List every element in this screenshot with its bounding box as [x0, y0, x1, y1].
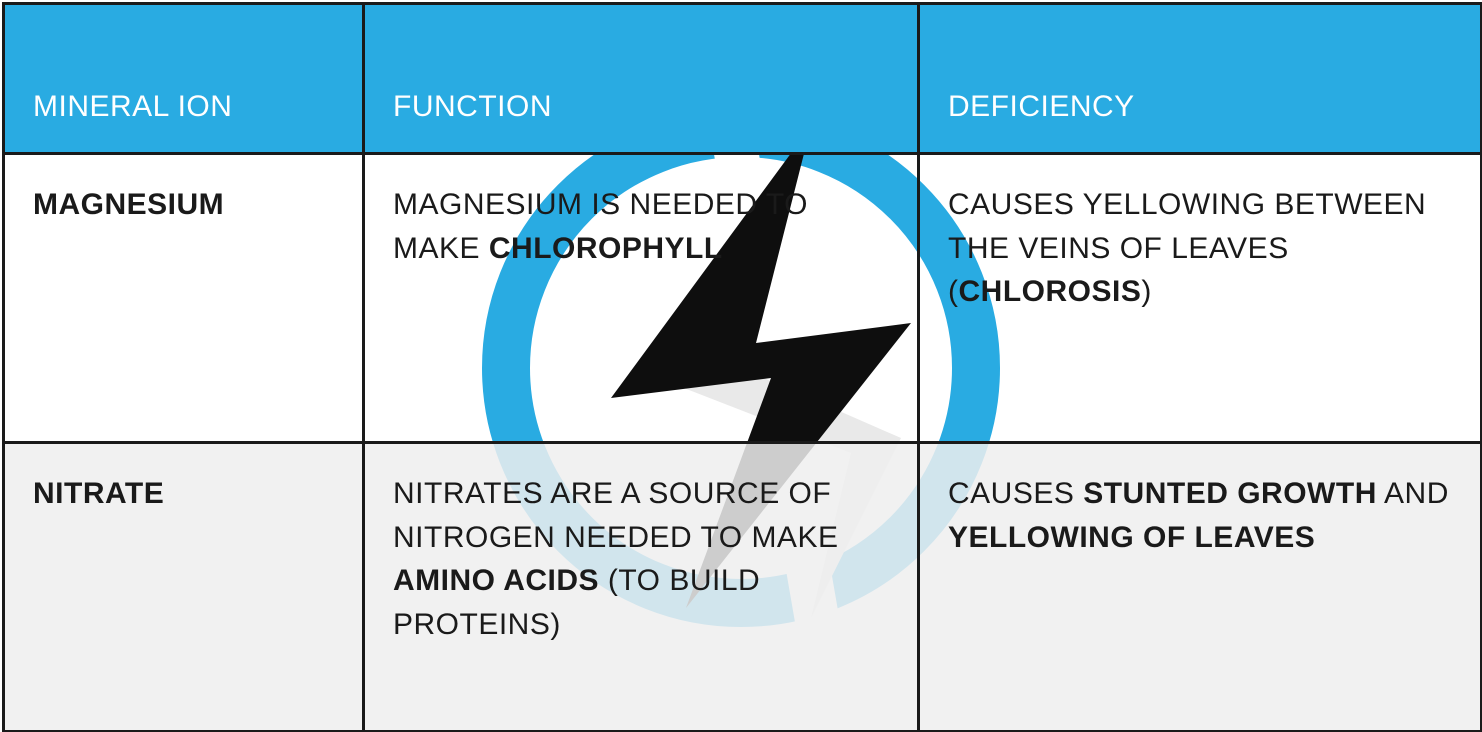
cell-deficiency: CAUSES STUNTED GROWTH AND YELLOWING OF L…: [919, 443, 1482, 732]
cell-function: MAGNESIUM IS NEEDED TO MAKE CHLOROPHYLL: [364, 154, 919, 443]
mineral-ion-table: MINERAL ION FUNCTION DEFICIENCY MAGNESIU…: [2, 2, 1482, 732]
col-header-function: FUNCTION: [364, 4, 919, 154]
cell-mineral-name: NITRATE: [4, 443, 364, 732]
table-body: MAGNESIUM MAGNESIUM IS NEEDED TO MAKE CH…: [4, 154, 1482, 732]
table-header: MINERAL ION FUNCTION DEFICIENCY: [4, 4, 1482, 154]
deficiency-text: CAUSES STUNTED GROWTH AND YELLOWING OF L…: [948, 472, 1456, 559]
mineral-name-label: MAGNESIUM: [33, 188, 224, 221]
cell-function: NITRATES ARE A SOURCE OF NITROGEN NEEDED…: [364, 443, 919, 732]
col-header-deficiency: DEFICIENCY: [919, 4, 1482, 154]
mineral-name-label: NITRATE: [33, 477, 164, 510]
page-wrap: MINERAL ION FUNCTION DEFICIENCY MAGNESIU…: [0, 2, 1482, 732]
cell-deficiency: CAUSES YELLOWING BETWEEN THE VEINS OF LE…: [919, 154, 1482, 443]
table-row: NITRATE NITRATES ARE A SOURCE OF NITROGE…: [4, 443, 1482, 732]
function-text: NITRATES ARE A SOURCE OF NITROGEN NEEDED…: [393, 472, 893, 646]
deficiency-text: CAUSES YELLOWING BETWEEN THE VEINS OF LE…: [948, 183, 1456, 314]
col-header-mineral-ion: MINERAL ION: [4, 4, 364, 154]
table-row: MAGNESIUM MAGNESIUM IS NEEDED TO MAKE CH…: [4, 154, 1482, 443]
cell-mineral-name: MAGNESIUM: [4, 154, 364, 443]
function-text: MAGNESIUM IS NEEDED TO MAKE CHLOROPHYLL: [393, 183, 893, 270]
